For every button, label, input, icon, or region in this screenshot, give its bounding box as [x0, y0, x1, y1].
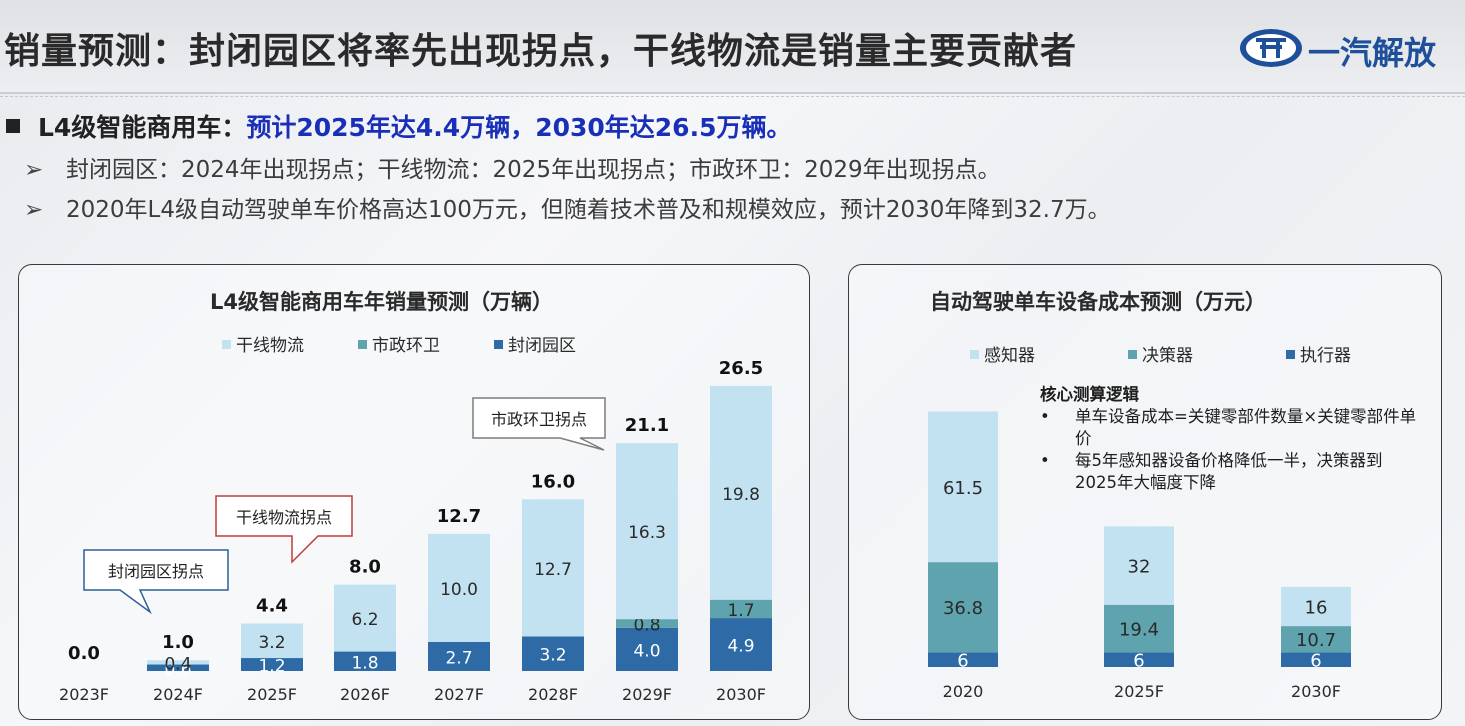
x-tick-label: 2025F [247, 685, 297, 704]
main-bullet-highlight: 预计2025年达4.4万辆，2030年达26.5万辆。 [246, 113, 792, 142]
bar-segment [428, 533, 490, 642]
callout-box [83, 549, 229, 615]
bar-total-label: 21.1 [625, 415, 669, 436]
cost-logic-note: 核心测算逻辑 单车设备成本=关键零部件数量×关键零部件单价 每5年感知器设备价格… [1040, 384, 1420, 494]
legend-swatch [1128, 350, 1137, 359]
legend-label: 决策器 [1142, 346, 1193, 366]
bar-total-label: 8.0 [349, 557, 381, 578]
bar-value-label: 1.2 [258, 657, 285, 677]
bar-total-label: 16.0 [531, 471, 575, 492]
legend-label: 封闭园区 [508, 336, 576, 356]
legend-label: 干线物流 [236, 336, 304, 356]
bar-value-label: 19.8 [722, 485, 760, 505]
bar-segment [428, 641, 490, 671]
legend-swatch [1286, 350, 1295, 359]
x-tick-label: 2026F [340, 685, 390, 704]
bar-segment [710, 618, 772, 671]
page-title: 销量预测：封闭园区将率先出现拐点，干线物流是销量主要贡献者 [4, 31, 1078, 72]
main-bullet-lead: L4级智能商用车： [38, 113, 247, 142]
callout-box [215, 495, 353, 564]
bar-segment [616, 443, 678, 620]
cost-legend-item: 执行器 [1286, 341, 1351, 366]
callout-label: 封闭园区拐点 [108, 562, 204, 581]
x-tick-label: 2029F [622, 685, 672, 704]
bar-value-label: 12.7 [534, 560, 572, 580]
cost-chart-title: 自动驾驶单车设备成本预测（万元） [930, 290, 1266, 314]
bar-value-label: 16.3 [628, 523, 666, 543]
sales-legend-item: 市政环卫 [358, 331, 440, 356]
callout-box [472, 397, 606, 451]
bar-value-label: 10.0 [440, 580, 478, 600]
bar-value-label: 2.7 [445, 648, 472, 668]
faw-emblem-icon [1240, 29, 1302, 67]
bar-total-label: 0.0 [68, 643, 100, 664]
bar-segment [241, 658, 303, 671]
bar-value-label: 0.4 [164, 654, 191, 674]
bar-segment [334, 584, 396, 652]
legend-swatch [358, 340, 367, 349]
cost-legend-item: 感知器 [970, 341, 1035, 366]
x-tick-label: 2030F [716, 685, 766, 704]
sales-legend-item: 封闭园区 [494, 331, 576, 356]
bar-segment [241, 623, 303, 659]
dotted-divider [0, 96, 1465, 97]
bar-segment [147, 660, 209, 665]
x-tick-label: 2024F [153, 685, 203, 704]
cost-note-title: 核心测算逻辑 [1040, 385, 1139, 404]
bar-segment [522, 636, 584, 671]
bar-value-label: 1.8 [351, 653, 378, 673]
bar-value-label: 0.8 [633, 615, 660, 635]
callout-label: 干线物流拐点 [236, 508, 332, 527]
bar-value-label: 3.2 [539, 646, 566, 666]
bar-segment [522, 499, 584, 637]
legend-swatch [494, 340, 503, 349]
arrow-bullet-icon: ➢ [24, 157, 44, 183]
sub-bullet: ➢ 2020年L4级自动驾驶单车价格高达100万元，但随着技术普及和规模效应，预计… [24, 190, 1111, 224]
title-divider [0, 92, 1465, 94]
brand-logo: 一汽解放 [1238, 26, 1462, 72]
bar-segment [616, 627, 678, 671]
bar-total-label: 1.0 [162, 632, 194, 653]
bar-value-label: 4.0 [633, 641, 660, 661]
callout-label: 市政环卫拐点 [491, 410, 587, 429]
arrow-bullet-icon: ➢ [24, 197, 44, 223]
legend-swatch [970, 350, 979, 359]
sub-bullet-text: 封闭园区：2024年出现拐点；干线物流：2025年出现拐点；市政环卫：2029年… [66, 157, 1001, 183]
bar-total-label: 4.4 [256, 595, 288, 616]
x-tick-label: 2028F [528, 685, 578, 704]
bar-segment [710, 385, 772, 600]
bar-segment [147, 664, 209, 671]
bar-segment [334, 651, 396, 671]
main-bullet: L4级智能商用车：预计2025年达4.4万辆，2030年达26.5万辆。 [6, 108, 791, 144]
sub-bullet-text: 2020年L4级自动驾驶单车价格高达100万元，但随着技术普及和规模效应，预计2… [66, 197, 1111, 223]
bar-value-label: 0.6 [164, 660, 191, 680]
bar-total-label: 26.5 [719, 358, 763, 379]
x-tick-label: 2023F [59, 685, 109, 704]
header-band [0, 0, 1465, 92]
bar-value-label: 4.9 [727, 637, 754, 657]
legend-label: 市政环卫 [372, 336, 440, 356]
sales-chart-title: L4级智能商用车年销量预测（万辆） [210, 290, 553, 314]
square-bullet-icon [6, 119, 20, 133]
bar-total-label: 12.7 [437, 506, 481, 527]
legend-label: 执行器 [1300, 346, 1351, 366]
bar-segment [710, 599, 772, 619]
logo-text: 一汽解放 [1308, 34, 1437, 72]
cost-note-item: 每5年感知器设备价格降低一半，决策器到2025年大幅度下降 [1040, 450, 1420, 494]
bar-value-label: 6.2 [351, 610, 378, 630]
legend-swatch [222, 340, 231, 349]
x-tick-label: 2027F [434, 685, 484, 704]
cost-note-item: 单车设备成本=关键零部件数量×关键零部件单价 [1040, 406, 1420, 450]
bar-segment [616, 619, 678, 628]
cost-legend-item: 决策器 [1128, 341, 1193, 366]
sub-bullet: ➢ 封闭园区：2024年出现拐点；干线物流：2025年出现拐点；市政环卫：2029… [24, 150, 1001, 184]
bar-value-label: 1.7 [727, 601, 754, 621]
sales-legend-item: 干线物流 [222, 331, 304, 356]
legend-label: 感知器 [984, 346, 1035, 366]
bar-value-label: 3.2 [258, 633, 285, 653]
